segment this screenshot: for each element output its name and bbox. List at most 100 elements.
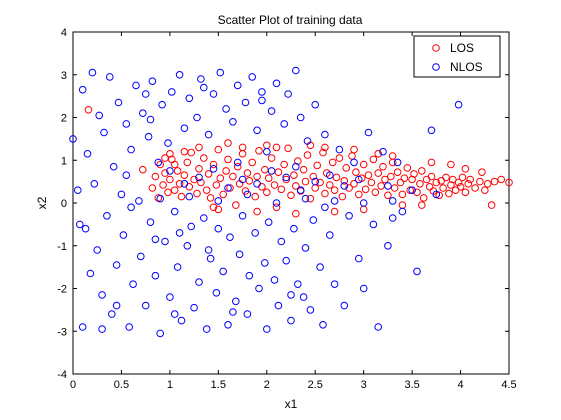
point-nlos	[137, 252, 145, 261]
x-tick-label: 3.5	[404, 379, 419, 391]
point-los	[206, 194, 215, 202]
point-nlos	[280, 120, 289, 128]
point-nlos	[81, 224, 90, 233]
point-los	[384, 191, 392, 200]
point-los	[361, 185, 370, 194]
point-nlos	[119, 231, 128, 239]
point-nlos	[175, 229, 184, 237]
point-los	[458, 173, 467, 182]
point-los	[232, 201, 240, 209]
point-nlos	[214, 197, 223, 205]
point-nlos	[185, 192, 194, 201]
point-nlos	[232, 297, 240, 306]
point-nlos	[245, 271, 254, 280]
point-nlos	[86, 269, 95, 278]
point-los	[219, 190, 227, 199]
point-los	[180, 147, 189, 156]
point-nlos	[148, 77, 157, 85]
point-los	[214, 145, 223, 154]
point-los	[321, 143, 329, 152]
point-los	[316, 178, 324, 187]
point-nlos	[83, 150, 92, 158]
point-nlos	[284, 90, 292, 98]
point-nlos	[204, 246, 213, 254]
point-los	[442, 173, 450, 182]
point-los	[224, 139, 232, 147]
point-nlos	[282, 173, 291, 182]
point-nlos	[127, 203, 135, 212]
point-nlos	[350, 158, 358, 167]
point-los	[419, 194, 428, 202]
point-nlos	[335, 145, 344, 154]
point-los	[306, 194, 315, 203]
point-los	[371, 188, 380, 197]
point-nlos	[127, 145, 135, 154]
point-los	[398, 190, 407, 199]
x-tick-label: 0	[70, 379, 76, 391]
point-nlos	[122, 120, 131, 128]
point-los	[400, 174, 409, 182]
point-los	[355, 190, 363, 199]
point-los	[461, 188, 470, 197]
point-nlos	[364, 128, 373, 137]
point-nlos	[272, 79, 281, 88]
point-nlos	[180, 124, 189, 132]
point-los	[170, 160, 179, 169]
point-nlos	[292, 162, 300, 171]
y-tick-label: 1	[61, 155, 67, 167]
point-los	[387, 172, 395, 181]
y-tick-label: 4	[61, 27, 67, 39]
point-nlos	[388, 197, 397, 205]
point-nlos	[144, 132, 153, 141]
point-nlos	[272, 199, 281, 207]
point-nlos	[154, 158, 163, 167]
point-nlos	[243, 190, 252, 199]
point-nlos	[180, 180, 189, 188]
point-nlos	[216, 68, 225, 77]
point-nlos	[190, 303, 198, 312]
point-los	[471, 184, 479, 192]
point-nlos	[267, 167, 276, 175]
point-nlos	[76, 220, 84, 229]
point-los	[432, 178, 441, 187]
point-los	[303, 151, 312, 159]
point-nlos	[267, 107, 276, 115]
point-nlos	[359, 199, 368, 207]
point-los	[180, 171, 189, 179]
point-nlos	[258, 96, 266, 105]
point-los	[290, 171, 298, 179]
series-los	[84, 106, 513, 218]
point-los	[193, 189, 201, 198]
point-los	[352, 168, 360, 176]
x-tick-label: 2.5	[308, 379, 323, 391]
point-los	[277, 185, 286, 194]
point-nlos	[270, 276, 279, 284]
x-axis-title: x1	[285, 397, 298, 411]
point-los	[374, 150, 383, 158]
point-nlos	[185, 94, 194, 103]
x-tick-label: 2	[264, 379, 270, 391]
point-los	[84, 106, 93, 114]
point-nlos	[229, 308, 237, 316]
point-nlos	[69, 135, 77, 143]
point-nlos	[238, 175, 247, 184]
point-los	[224, 155, 232, 164]
point-nlos	[204, 130, 213, 139]
point-nlos	[427, 126, 436, 135]
y-tick-label: 0	[61, 198, 67, 210]
point-los	[255, 147, 263, 155]
point-nlos	[388, 214, 397, 222]
point-nlos	[454, 100, 463, 109]
point-nlos	[103, 212, 111, 220]
point-los	[216, 174, 225, 182]
point-nlos	[413, 267, 421, 276]
legend: LOS NLOS	[413, 35, 501, 78]
point-nlos	[398, 207, 407, 216]
point-nlos	[187, 222, 195, 231]
point-los	[263, 188, 271, 197]
point-los	[454, 178, 463, 187]
y-tick-label: -3	[57, 326, 67, 338]
point-los	[212, 181, 221, 189]
point-los	[253, 207, 261, 216]
